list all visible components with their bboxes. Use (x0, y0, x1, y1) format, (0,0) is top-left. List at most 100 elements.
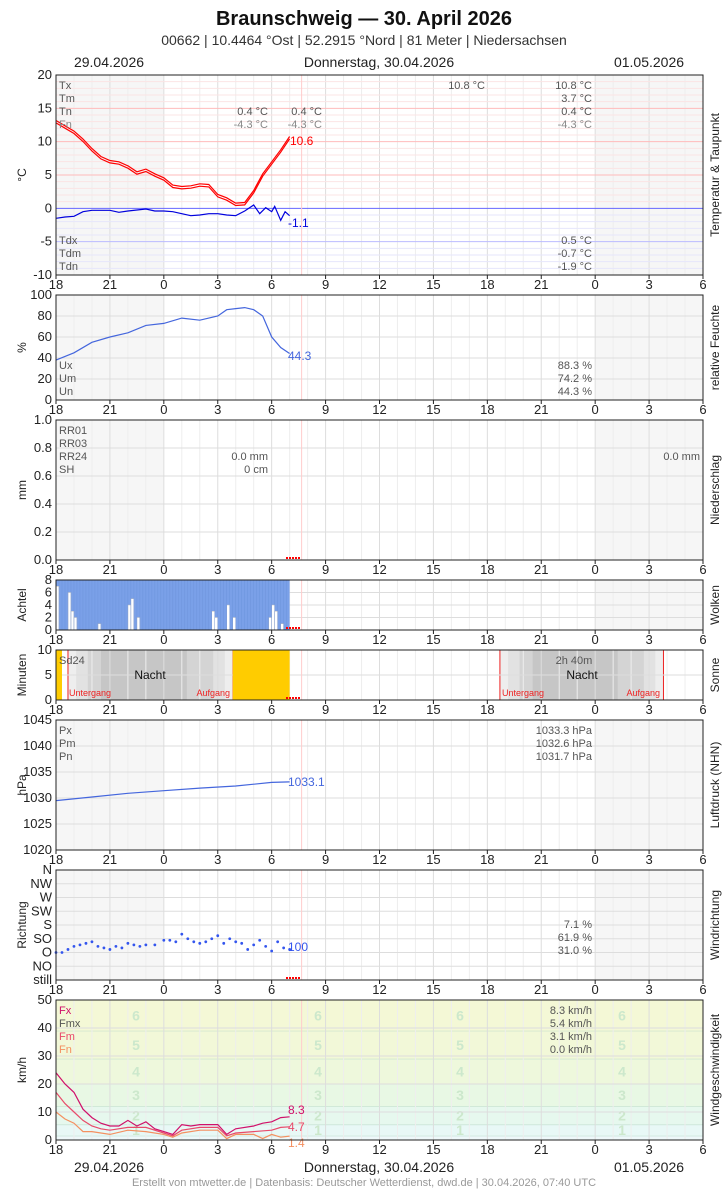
y-tick-label: 1025 (23, 816, 52, 831)
x-tick-label: 15 (426, 982, 440, 997)
x-tick-label: 18 (49, 632, 63, 647)
low-cloud-bar (67, 592, 72, 631)
x-tick-label: 6 (699, 1142, 706, 1157)
beaufort-label: 6 (132, 1007, 140, 1023)
wind-direction-point (78, 943, 82, 947)
x-tick-label: 0 (592, 852, 599, 867)
x-tick-label: 18 (480, 402, 494, 417)
wind-direction-point (120, 946, 124, 950)
x-tick-label: 18 (480, 562, 494, 577)
panel-title: Wolken (708, 585, 722, 625)
wind-direction-point (162, 938, 166, 942)
stat-value: 44.3 % (558, 386, 592, 398)
x-tick-label: 0 (592, 562, 599, 577)
x-tick-label: 12 (372, 562, 386, 577)
low-cloud-bar (232, 617, 236, 631)
x-tick-label: 21 (103, 852, 117, 867)
stat-value: -4.3 °C (234, 119, 268, 131)
beaufort-label: 4 (314, 1063, 322, 1079)
x-tick-label: 0 (160, 402, 167, 417)
date-right-top: 01.05.2026 (614, 54, 684, 70)
stat-label: SH (59, 464, 74, 476)
wind-direction-point (216, 934, 220, 938)
y-tick-label: 0 (45, 622, 52, 637)
wind-direction-point (204, 940, 208, 944)
night-label: Nacht (566, 668, 598, 682)
x-tick-label: 15 (426, 632, 440, 647)
x-tick-label: 0 (160, 852, 167, 867)
wind-direction-point (198, 941, 202, 945)
panel-title: Sonne (708, 657, 722, 692)
y-tick-label: 60 (38, 329, 52, 344)
x-tick-label: 15 (426, 852, 440, 867)
temperature-line (55, 119, 291, 204)
x-tick-label: 18 (49, 982, 63, 997)
beaufort-label: 5 (132, 1037, 140, 1053)
y-tick-label: 6 (45, 585, 52, 600)
y-tick-label: 0 (45, 692, 52, 707)
x-tick-label: 6 (268, 852, 275, 867)
y-tick-label: 10 (38, 134, 52, 149)
stat-value: 74.2 % (558, 373, 592, 385)
stat-label: Pn (59, 751, 72, 763)
x-tick-label: 6 (268, 982, 275, 997)
y-tick-label: 50 (38, 992, 52, 1007)
wind-direction-point (246, 948, 250, 951)
wind-direction-point (132, 943, 136, 947)
x-tick-label: 3 (645, 562, 652, 577)
beaufort-label: 4 (618, 1063, 626, 1079)
stat-label: Tdm (59, 248, 81, 260)
x-tick-label: 21 (534, 982, 548, 997)
x-tick-label: 9 (322, 277, 329, 292)
humidity-line (55, 306, 290, 361)
low-cloud-bar (226, 604, 230, 631)
low-cloud-bar (136, 617, 141, 631)
wind-direction-point (126, 941, 130, 945)
y-tick-label: 0.8 (34, 440, 52, 455)
wind-direction-point (96, 944, 100, 948)
sunrise-label: Aufgang (196, 688, 230, 698)
x-tick-label: 6 (699, 402, 706, 417)
wind-direction-point (276, 940, 280, 944)
x-tick-label: 9 (322, 702, 329, 717)
y-axis-label: mm (15, 480, 29, 500)
date-center-bottom: Donnerstag, 30.04.2026 (304, 1159, 454, 1175)
x-tick-label: 21 (103, 562, 117, 577)
y-tick-label: 0 (45, 1132, 52, 1147)
stat-label: Tdn (59, 261, 78, 273)
x-tick-label: 3 (645, 852, 652, 867)
wind-direction-point (144, 943, 148, 947)
low-cloud-bar (214, 617, 219, 631)
y-tick-label: 80 (38, 308, 52, 323)
x-tick-label: 21 (534, 1142, 548, 1157)
y-tick-label: 20 (38, 1076, 52, 1091)
x-tick-label: 15 (426, 702, 440, 717)
beaufort-label: 5 (314, 1037, 322, 1053)
wind-direction-stats: 7.1 % 61.9 % 31.0 % (558, 919, 592, 957)
x-tick-label: 3 (214, 852, 221, 867)
x-tick-label: 18 (49, 852, 63, 867)
sd24-label: Sd24 (59, 655, 85, 667)
stat-label: Tdx (59, 235, 78, 247)
stat-value: 0.0 km/h (550, 1044, 592, 1056)
beaufort-label: 2 (618, 1108, 626, 1124)
beaufort-label: 1 (618, 1122, 626, 1138)
wind-direction-point (72, 944, 76, 948)
wind-direction-point (210, 937, 214, 941)
beaufort-label: 1 (456, 1122, 464, 1138)
stat-value: 1032.6 hPa (536, 738, 593, 750)
wind-direction-point (288, 948, 292, 951)
temperature-stats: Tx Tm Tn Fn Tdx Tdm Tdn 10.8 °C 0.4 °C -… (59, 80, 592, 273)
x-tick-label: 21 (534, 562, 548, 577)
x-tick-label: 0 (160, 1142, 167, 1157)
y-tick-label: 8 (45, 572, 52, 587)
beaufort-label: 4 (456, 1063, 464, 1079)
x-tick-label: 0 (592, 402, 599, 417)
wind-direction-point (192, 940, 196, 944)
date-right-bottom: 01.05.2026 (614, 1159, 684, 1175)
x-tick-label: 3 (645, 277, 652, 292)
x-tick-label: 15 (426, 1142, 440, 1157)
gust-line (55, 1072, 290, 1136)
low-cloud-bar (274, 611, 278, 631)
